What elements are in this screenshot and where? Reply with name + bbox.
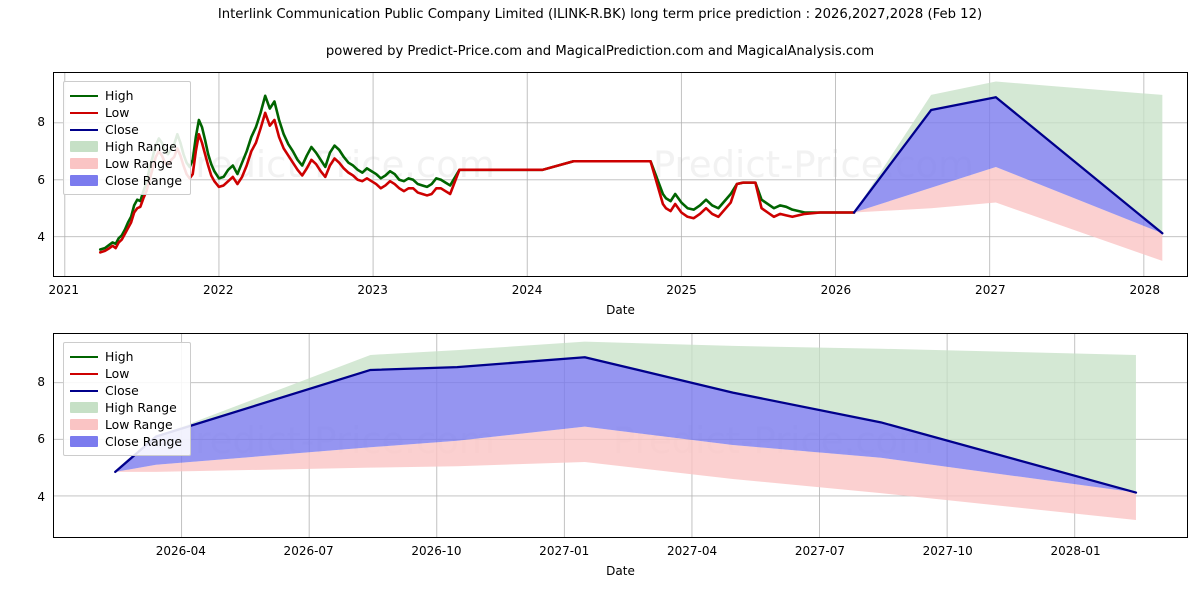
legend-swatch-close-icon — [70, 385, 98, 396]
x-axis-tick-label: 2026-07 — [283, 544, 334, 558]
x-axis-tick-label: 2028-01 — [1050, 544, 1101, 558]
x-axis-tick-label: 2024 — [511, 283, 543, 297]
legend-label: High — [105, 349, 134, 364]
legend-swatch-high-range-icon — [70, 141, 98, 152]
legend-bottom: High Low Close High Range Low Range Close Ran… — [63, 342, 191, 456]
legend-label: Low Range — [105, 156, 173, 171]
legend-item-close[interactable]: Close — [70, 121, 182, 138]
y-axis-tick-label: 8 — [37, 375, 45, 390]
legend-item-low[interactable]: Low — [70, 104, 182, 121]
x-axis-tick-label: 2027-04 — [666, 544, 718, 558]
page-subtitle: powered by Predict-Price.com and Magical… — [325, 44, 875, 59]
y-axis-tick-label: 4 — [37, 230, 45, 245]
legend-item-high-range[interactable]: High Range — [70, 399, 182, 416]
x-axis-tick-label: 2026-04 — [155, 544, 206, 558]
x-axis-tick-label: 2023 — [357, 283, 388, 297]
legend-label: Low — [105, 366, 130, 381]
legend-swatch-low-icon — [70, 368, 98, 379]
legend-top: High Low Close High Range Low Range Close Ran… — [63, 81, 191, 195]
x-axis-tick-label: 2027-10 — [922, 544, 973, 558]
legend-swatch-close-range-icon — [70, 436, 98, 447]
legend-item-close-range[interactable]: Close Range — [70, 172, 182, 189]
x-axis-tick-label: 2028 — [1129, 283, 1161, 297]
x-axis-label-top: Date — [606, 303, 635, 317]
y-axis-tick-label: 4 — [37, 489, 45, 504]
legend-swatch-high-range-icon — [70, 402, 98, 413]
legend-label: High Range — [105, 139, 177, 154]
close-range-band — [115, 357, 1136, 493]
legend-swatch-high-icon — [70, 351, 98, 362]
x-axis-label-bottom: Date — [606, 564, 635, 578]
legend-item-low-range[interactable]: Low Range — [70, 416, 182, 433]
legend-swatch-high-icon — [70, 90, 98, 101]
high-range-band — [854, 81, 1163, 234]
close-forecast-line — [852, 96, 1164, 235]
legend-item-low[interactable]: Low — [70, 365, 182, 382]
legend-label: Low — [105, 105, 130, 120]
close-range-band — [854, 97, 1163, 234]
legend-item-low-range[interactable]: Low Range — [70, 155, 182, 172]
legend-item-close-range[interactable]: Close Range — [70, 433, 182, 450]
x-axis-tick-label: 2025 — [666, 283, 697, 297]
x-axis-tick-label: 2026 — [820, 283, 852, 297]
legend-label: High Range — [105, 400, 177, 415]
legend-item-high-range[interactable]: High Range — [70, 138, 182, 155]
close-forecast-line — [114, 356, 1138, 494]
legend-label: Close — [105, 383, 139, 398]
legend-label: Close Range — [105, 173, 182, 188]
y-axis-tick-label: 6 — [37, 172, 45, 187]
legend-swatch-low-icon — [70, 107, 98, 118]
legend-label: Close — [105, 122, 139, 137]
legend-label: Close Range — [105, 434, 182, 449]
low-range-band — [115, 426, 1136, 521]
y-axis-tick-label: 6 — [37, 432, 45, 447]
x-axis-tick-label: 2021 — [48, 283, 80, 297]
legend-item-high[interactable]: High — [70, 87, 182, 104]
x-axis-tick-label: 2027-07 — [794, 544, 845, 558]
chart-top: Predict-Price.com Predict-Price.com High L… — [53, 72, 1188, 277]
x-axis-tick-label: 2027-01 — [539, 544, 590, 558]
legend-swatch-low-range-icon — [70, 158, 98, 169]
legend-swatch-low-range-icon — [70, 419, 98, 430]
x-axis-tick-label: 2026-10 — [411, 544, 462, 558]
high-range-band — [115, 341, 1136, 493]
low-range-band — [854, 166, 1163, 261]
legend-swatch-close-range-icon — [70, 175, 98, 186]
x-axis-tick-label: 2022 — [202, 283, 234, 297]
plot-area-top: Predict-Price.com Predict-Price.com — [54, 73, 1187, 276]
legend-swatch-close-icon — [70, 124, 98, 135]
page-title: Interlink Communication Public Company L… — [217, 7, 983, 22]
y-axis-tick-label: 8 — [37, 115, 45, 130]
x-axis-tick-label: 2027 — [975, 283, 1006, 297]
legend-item-high[interactable]: High — [70, 348, 182, 365]
legend-label: High — [105, 88, 134, 103]
legend-item-close[interactable]: Close — [70, 382, 182, 399]
legend-label: Low Range — [105, 417, 173, 432]
